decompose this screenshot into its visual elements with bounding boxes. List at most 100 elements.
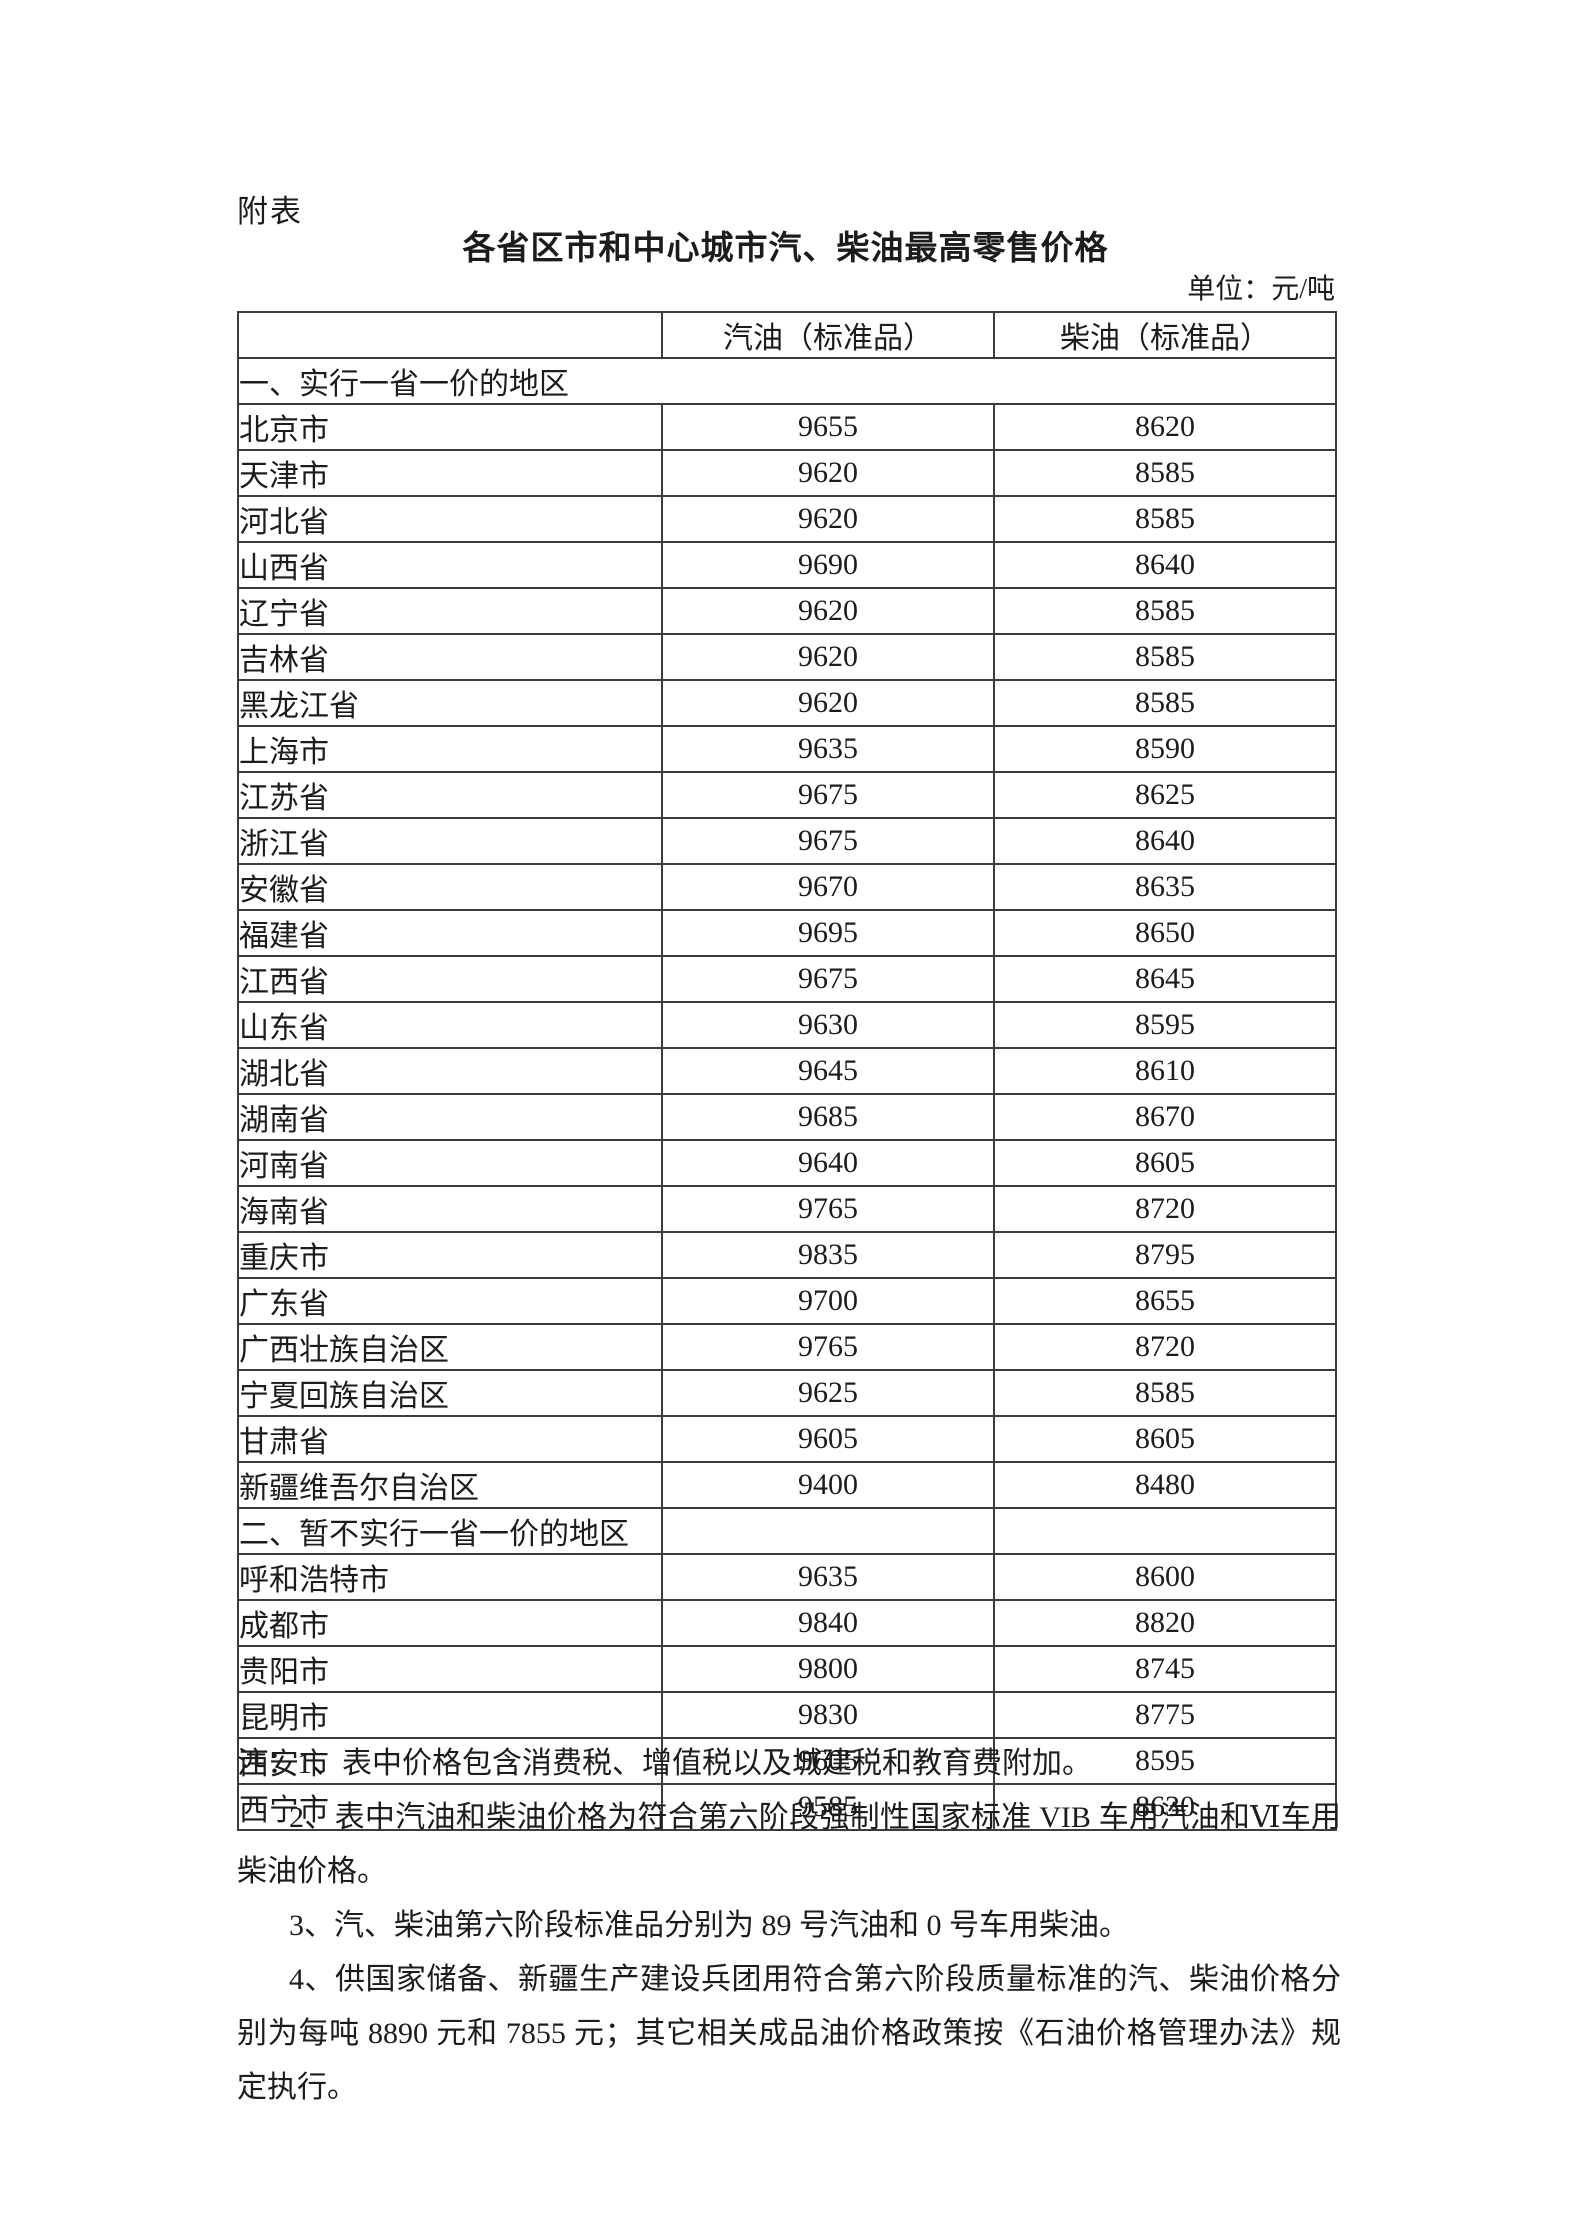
table-row: 安徽省 9670 8635 <box>237 863 1337 911</box>
region-cell: 海南省 <box>237 1185 663 1233</box>
diesel-price-cell: 8775 <box>993 1691 1337 1739</box>
table-row: 宁夏回族自治区 9625 8585 <box>237 1369 1337 1417</box>
region-cell: 福建省 <box>237 909 663 957</box>
table-row: 吉林省 9620 8585 <box>237 633 1337 681</box>
table-header-row: 汽油（标准品） 柴油（标准品） <box>237 311 1337 359</box>
gasoline-price-cell: 9765 <box>661 1323 995 1371</box>
gasoline-price-cell: 9630 <box>661 1001 995 1049</box>
diesel-price-cell: 8605 <box>993 1139 1337 1187</box>
gasoline-price-cell: 9655 <box>661 403 995 451</box>
region-cell: 安徽省 <box>237 863 663 911</box>
table-row: 河南省 9640 8605 <box>237 1139 1337 1187</box>
region-cell: 上海市 <box>237 725 663 773</box>
diesel-price-cell: 8595 <box>993 1001 1337 1049</box>
diesel-price-cell: 8585 <box>993 633 1337 681</box>
table-row: 河北省 9620 8585 <box>237 495 1337 543</box>
region-cell: 天津市 <box>237 449 663 497</box>
table-row: 昆明市 9830 8775 <box>237 1691 1337 1739</box>
gasoline-price-cell: 9620 <box>661 679 995 727</box>
diesel-price-cell: 8640 <box>993 541 1337 589</box>
table-row: 湖北省 9645 8610 <box>237 1047 1337 1095</box>
annex-label: 附表 <box>237 194 303 229</box>
region-cell: 湖北省 <box>237 1047 663 1095</box>
gasoline-price-cell: 9695 <box>661 909 995 957</box>
gasoline-price-cell: 9640 <box>661 1139 995 1187</box>
table-row: 江苏省 9675 8625 <box>237 771 1337 819</box>
diesel-price-cell: 8795 <box>993 1231 1337 1279</box>
gasoline-price-cell: 9635 <box>661 1553 995 1601</box>
gasoline-price-cell: 9635 <box>661 725 995 773</box>
diesel-price-cell: 8650 <box>993 909 1337 957</box>
gasoline-price-cell: 9585 <box>661 1783 995 1831</box>
section-heading-row: 一、实行一省一价的地区 <box>237 357 1337 405</box>
diesel-price-cell: 8585 <box>993 449 1337 497</box>
gasoline-price-cell: 9670 <box>661 863 995 911</box>
region-cell: 江西省 <box>237 955 663 1003</box>
gasoline-price-cell: 9620 <box>661 587 995 635</box>
note-item: 4、供国家储备、新疆生产建设兵团用符合第六阶段质量标准的汽、柴油价格分别为每吨 … <box>237 1963 1341 2104</box>
diesel-price-cell: 8625 <box>993 771 1337 819</box>
gasoline-price-cell: 9620 <box>661 633 995 681</box>
section-heading-cell: 一、实行一省一价的地区 <box>237 357 1337 405</box>
gasoline-price-cell: 9800 <box>661 1645 995 1693</box>
diesel-price-cell: 8630 <box>993 1783 1337 1831</box>
section-heading-row: 二、暂不实行一省一价的地区 <box>237 1507 1337 1555</box>
gasoline-price-cell: 9765 <box>661 1185 995 1233</box>
region-cell: 浙江省 <box>237 817 663 865</box>
region-cell: 贵阳市 <box>237 1645 663 1693</box>
gasoline-price-cell: 9830 <box>661 1691 995 1739</box>
note-item: 注：1、表中价格包含消费税、增值税以及城建税和教育费附加。 <box>237 1737 1341 1791</box>
table-row: 呼和浩特市 9635 8600 <box>237 1553 1337 1601</box>
table-row: 山东省 9630 8595 <box>237 1001 1337 1049</box>
diesel-price-cell: 8645 <box>993 955 1337 1003</box>
note-item: 2、表中汽油和柴油价格为符合第六阶段强制性国家标准 VIB 车用汽油和Ⅵ车用柴油… <box>237 1801 1341 1888</box>
region-cell: 江苏省 <box>237 771 663 819</box>
diesel-price-cell: 8620 <box>993 403 1337 451</box>
table-row: 新疆维吾尔自治区 9400 8480 <box>237 1461 1337 1509</box>
gasoline-price-cell: 9685 <box>661 1093 995 1141</box>
page-title: 各省区市和中心城市汽、柴油最高零售价格 <box>462 229 1109 266</box>
gasoline-price-cell: 9605 <box>661 1737 995 1785</box>
diesel-price-cell: 8605 <box>993 1415 1337 1463</box>
gasoline-price-cell: 9620 <box>661 495 995 543</box>
gasoline-price-cell: 9675 <box>661 955 995 1003</box>
table-row: 广西壮族自治区 9765 8720 <box>237 1323 1337 1371</box>
table-row: 西安市 9605 8595 <box>237 1737 1337 1785</box>
gasoline-price-cell: 9675 <box>661 771 995 819</box>
region-cell: 黑龙江省 <box>237 679 663 727</box>
region-cell: 湖南省 <box>237 1093 663 1141</box>
diesel-price-cell: 8655 <box>993 1277 1337 1325</box>
diesel-price-cell: 8585 <box>993 495 1337 543</box>
region-cell: 广西壮族自治区 <box>237 1323 663 1371</box>
note-text: 1、表中价格包含消费税、增值税以及城建税和教育费附加。 <box>297 1747 1092 1780</box>
table-row: 江西省 9675 8645 <box>237 955 1337 1003</box>
gasoline-price-cell: 9400 <box>661 1461 995 1509</box>
table-row: 广东省 9700 8655 <box>237 1277 1337 1325</box>
empty-cell <box>661 1507 995 1555</box>
notes-prefix: 注： <box>237 1747 297 1780</box>
diesel-price-cell: 8720 <box>993 1185 1337 1233</box>
diesel-price-cell: 8610 <box>993 1047 1337 1095</box>
diesel-price-cell: 8635 <box>993 863 1337 911</box>
region-cell: 西宁市 <box>237 1783 663 1831</box>
table-row: 山西省 9690 8640 <box>237 541 1337 589</box>
gasoline-price-cell: 9625 <box>661 1369 995 1417</box>
gasoline-price-cell: 9645 <box>661 1047 995 1095</box>
diesel-price-cell: 8585 <box>993 587 1337 635</box>
region-cell: 广东省 <box>237 1277 663 1325</box>
table-row: 重庆市 9835 8795 <box>237 1231 1337 1279</box>
gasoline-price-cell: 9690 <box>661 541 995 589</box>
table-row: 上海市 9635 8590 <box>237 725 1337 773</box>
gasoline-header-cell: 汽油（标准品） <box>661 311 995 359</box>
diesel-header-cell: 柴油（标准品） <box>993 311 1337 359</box>
diesel-price-cell: 8640 <box>993 817 1337 865</box>
table-row: 贵阳市 9800 8745 <box>237 1645 1337 1693</box>
section-heading-cell: 二、暂不实行一省一价的地区 <box>237 1507 663 1555</box>
diesel-price-cell: 8720 <box>993 1323 1337 1371</box>
table-row: 成都市 9840 8820 <box>237 1599 1337 1647</box>
diesel-price-cell: 8595 <box>993 1737 1337 1785</box>
region-cell: 山东省 <box>237 1001 663 1049</box>
region-cell: 山西省 <box>237 541 663 589</box>
region-cell: 河北省 <box>237 495 663 543</box>
